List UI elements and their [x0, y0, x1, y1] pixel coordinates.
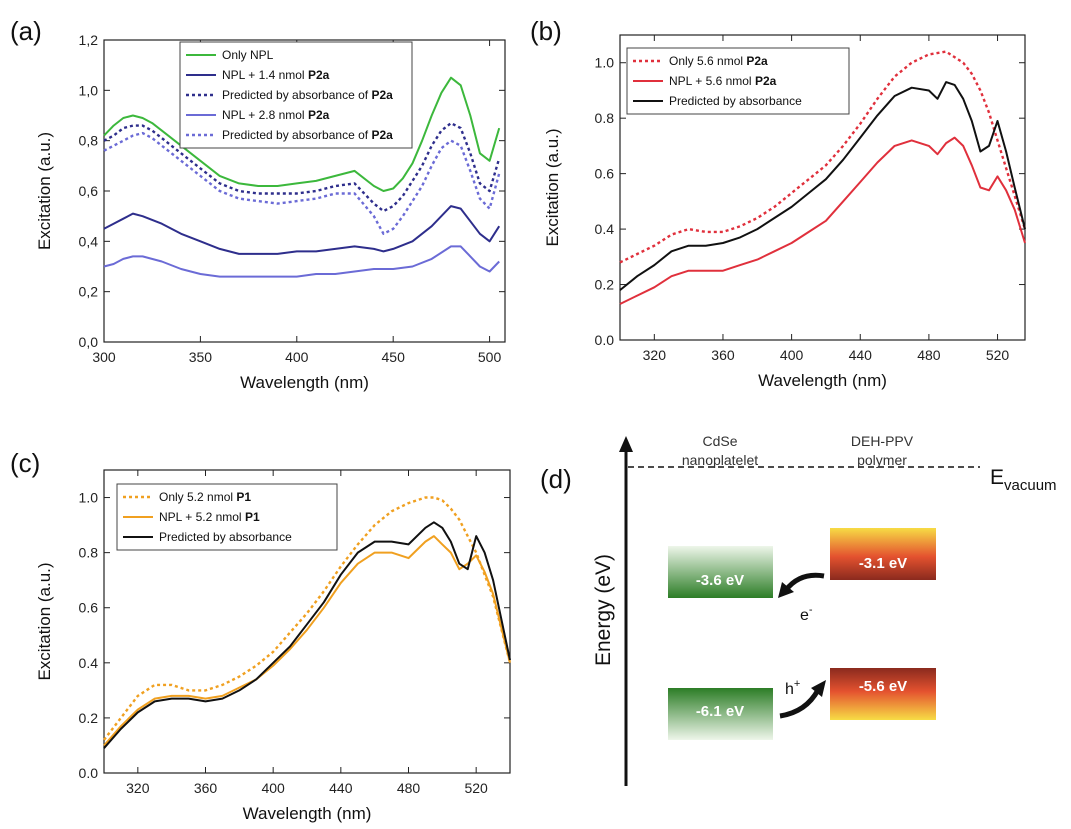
legend-box — [626, 47, 850, 115]
panel-label-d: (d) — [540, 464, 572, 494]
hole-arrow-head — [811, 680, 826, 697]
y-tick-label: 0,4 — [79, 233, 99, 249]
y-tick-label: 1.0 — [79, 490, 99, 506]
y-tick-label: 0.4 — [79, 655, 99, 671]
y-tick-label: 0,6 — [79, 183, 99, 199]
series-line-1 — [103, 535, 511, 747]
y-tick-label: 0.8 — [79, 545, 99, 561]
y-tick-label: 1,2 — [79, 32, 99, 48]
y-tick-label: 0,0 — [79, 334, 99, 350]
electron-transfer-arrow — [784, 572, 825, 592]
x-tick-label: 450 — [382, 349, 406, 365]
x-tick-label: 400 — [780, 347, 804, 363]
legend-entry: NPL + 1.4 nmol P2a — [222, 68, 330, 82]
electron-arrow-head — [778, 582, 794, 598]
chart-panel-1: 0.0 0.2 0.4 0.6 0.8 1.0 320 360 400 440 480 520 Wave… — [530, 16, 1027, 390]
y-tick-label: 0,2 — [79, 284, 99, 300]
x-tick-label: 440 — [329, 780, 353, 796]
chart-panel-0: 0,0 0,2 0,4 0,6 0,8 1,0 1,2 300 350 400 450 500 Wave… — [10, 16, 506, 392]
x-axis-label: Wavelength (nm) — [243, 804, 372, 823]
series-line-1 — [619, 136, 1026, 305]
y-tick-label: 0.4 — [595, 221, 615, 237]
legend-entry: Predicted by absorbance — [159, 530, 292, 544]
legend-box — [179, 41, 413, 149]
energy-axis-arrowhead — [619, 436, 633, 452]
panel-label: (b) — [530, 16, 562, 46]
y-tick-label: 0.2 — [79, 710, 99, 726]
panel-label: (a) — [10, 16, 42, 46]
series-line-0 — [103, 76, 501, 192]
legend-box — [116, 483, 338, 551]
series-line-2 — [103, 521, 511, 749]
y-tick-label: 0,8 — [79, 133, 99, 149]
polymer-lumo-box — [830, 528, 936, 580]
cdse-header-1: CdSe — [702, 433, 737, 449]
legend-entry: NPL + 2.8 nmol P2a — [222, 108, 330, 122]
x-axis-label: Wavelength (nm) — [240, 373, 369, 392]
series-line-0 — [619, 50, 1027, 264]
cdse-lumo-label: -3.6 eV — [696, 572, 744, 589]
energy-axis-label: Energy (eV) — [592, 554, 615, 666]
energy-diagram: (d) Energy (eV) Evacuum CdSe nanoplatele… — [540, 433, 1057, 786]
x-tick-label: 500 — [478, 349, 502, 365]
x-tick-label: 520 — [986, 347, 1010, 363]
legend-entry: Only NPL — [222, 48, 274, 62]
cdse-homo-label: -6.1 eV — [696, 703, 744, 720]
y-tick-label: 0.6 — [79, 600, 99, 616]
series-line-2 — [619, 81, 1026, 291]
x-tick-label: 320 — [643, 347, 667, 363]
plot-frame — [103, 469, 511, 774]
x-tick-label: 440 — [849, 347, 873, 363]
legend-entry: Only 5.6 nmol P2a — [669, 54, 768, 68]
x-axis-label: Wavelength (nm) — [758, 371, 887, 390]
polymer-lumo-label: -3.1 eV — [859, 555, 907, 572]
polymer-header-2: polymer — [857, 452, 907, 468]
y-tick-label: 1.0 — [595, 55, 615, 71]
polymer-homo-box — [830, 668, 936, 720]
series-line-3 — [103, 245, 500, 278]
x-tick-label: 300 — [92, 349, 116, 365]
legend-entry: Only 5.2 nmol P1 — [159, 490, 251, 504]
x-tick-label: 520 — [464, 780, 488, 796]
cdse-header-2: nanoplatelet — [682, 452, 758, 468]
vacuum-label: Evacuum — [990, 466, 1057, 494]
series-line-0 — [103, 496, 512, 741]
plot-frame — [619, 34, 1026, 341]
y-tick-label: 0.2 — [595, 277, 615, 293]
polymer-header-1: DEH-PPV — [851, 433, 914, 449]
hole-label: h+ — [785, 678, 800, 698]
x-tick-label: 360 — [711, 347, 735, 363]
legend-entry: Predicted by absorbance — [669, 94, 802, 108]
y-tick-label: 0.6 — [595, 166, 615, 182]
x-tick-label: 400 — [261, 780, 285, 796]
polymer-homo-label: -5.6 eV — [859, 678, 907, 695]
y-axis-label: Excitation (a.u.) — [543, 128, 562, 246]
y-axis-label: Excitation (a.u.) — [35, 562, 54, 680]
x-tick-label: 360 — [194, 780, 218, 796]
y-tick-label: 0.0 — [595, 332, 615, 348]
chart-panel-2: 0.0 0.2 0.4 0.6 0.8 1.0 320 360 400 440 480 520 Wave… — [10, 448, 512, 823]
series-line-1 — [103, 205, 501, 255]
legend-entry: Predicted by absorbance of P2a — [222, 88, 393, 102]
legend-entry: NPL + 5.6 nmol P2a — [669, 74, 777, 88]
y-tick-label: 0.0 — [79, 765, 99, 781]
electron-label: e- — [800, 604, 813, 624]
legend-entry: Predicted by absorbance of P2a — [222, 128, 393, 142]
x-tick-label: 480 — [397, 780, 421, 796]
x-tick-label: 480 — [917, 347, 941, 363]
x-tick-label: 350 — [189, 349, 213, 365]
y-axis-label: Excitation (a.u.) — [35, 132, 54, 250]
x-tick-label: 400 — [285, 349, 309, 365]
panel-label: (c) — [10, 448, 40, 478]
cdse-homo-box — [668, 688, 773, 740]
legend-entry: NPL + 5.2 nmol P1 — [159, 510, 260, 524]
cdse-lumo-box — [668, 546, 773, 598]
x-tick-label: 320 — [126, 780, 150, 796]
y-tick-label: 1,0 — [79, 82, 99, 98]
y-tick-label: 0.8 — [595, 110, 615, 126]
hole-transfer-arrow — [779, 688, 821, 719]
